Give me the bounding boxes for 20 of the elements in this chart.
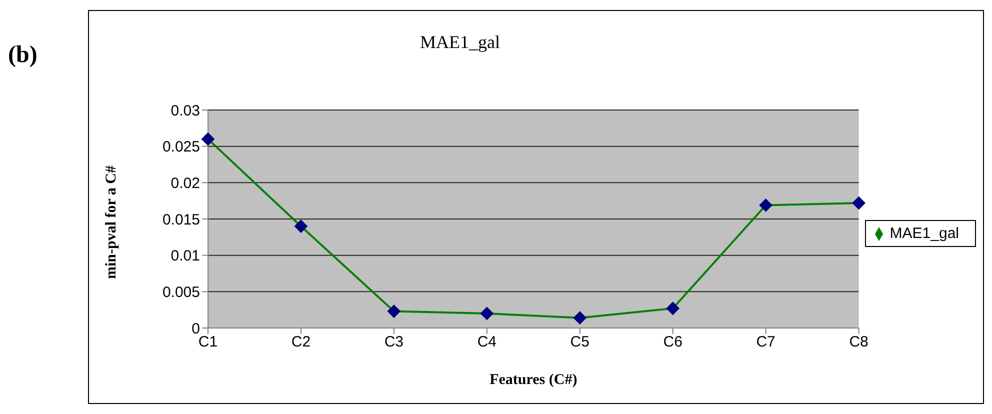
y-tick-label: 0.03 xyxy=(170,102,200,120)
y-tick-label: 0.01 xyxy=(170,248,200,265)
x-axis-title: Features (C#) xyxy=(490,372,578,388)
y-tick-label: 0 xyxy=(192,320,200,338)
x-tick-label: C2 xyxy=(291,334,311,351)
legend-label: MAE1_gal xyxy=(890,224,959,242)
y-tick-label: 0.02 xyxy=(170,174,200,192)
chart-title: MAE1_gal xyxy=(419,32,501,53)
y-axis-title: min-pval for a C# xyxy=(103,165,120,279)
y-tick-label: 0.005 xyxy=(162,284,200,301)
x-tick-label: C5 xyxy=(570,334,590,351)
x-tick-label: C1 xyxy=(198,334,218,351)
y-tick-label: 0.025 xyxy=(162,138,200,156)
text: (b) xyxy=(8,42,38,69)
x-tick-label: C6 xyxy=(663,334,682,351)
x-tick-label: C3 xyxy=(384,334,404,351)
x-tick-label: C7 xyxy=(756,334,776,351)
y-tick-label: 0.015 xyxy=(162,211,200,228)
x-tick-label: C8 xyxy=(849,334,868,351)
x-tick-label: C4 xyxy=(477,334,496,351)
